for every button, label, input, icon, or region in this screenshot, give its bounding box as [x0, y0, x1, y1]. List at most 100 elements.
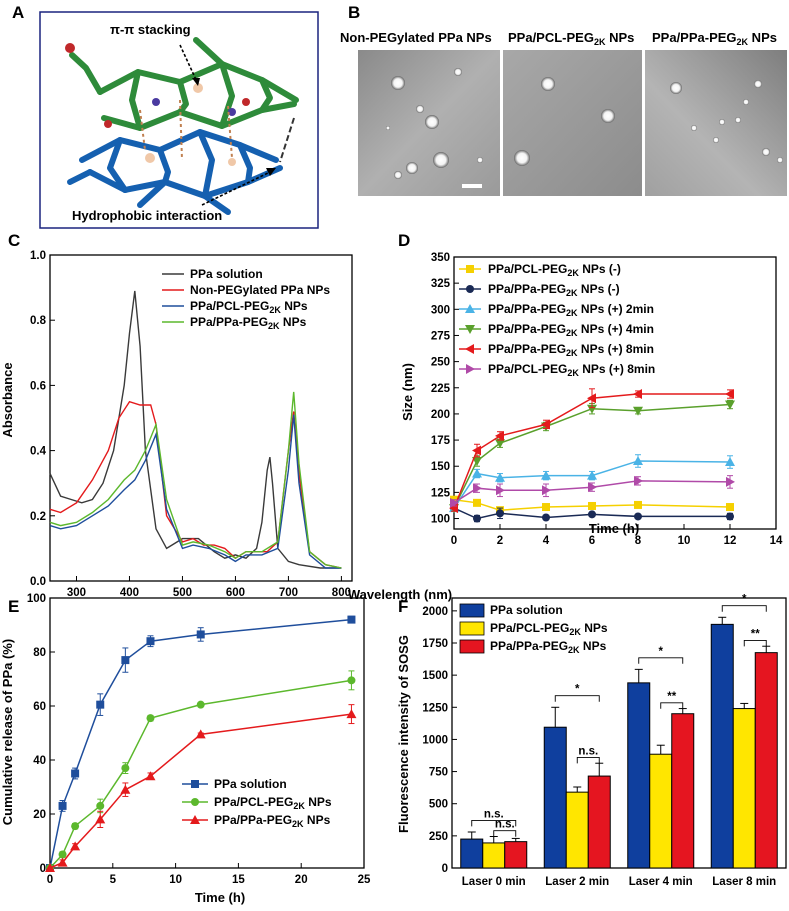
chart-d-point — [587, 404, 597, 414]
chart-f-ylabel: Fluorescence intensity of SOSG — [396, 635, 411, 833]
chart-d-xtick-label: 10 — [678, 535, 691, 547]
chart-e-point — [71, 822, 80, 831]
chart-d-ylabel: Size (nm) — [400, 363, 415, 421]
chart-c-xtick-label: 500 — [173, 587, 192, 599]
chart-d-point — [633, 406, 643, 416]
chart-f-ytick-label: 500 — [429, 799, 448, 811]
chart-e-ytick-label: 20 — [33, 809, 46, 821]
chart-d-point — [725, 400, 735, 410]
chart-f-significance-label: * — [575, 684, 580, 696]
chart-c-ylabel: Absorbance — [0, 362, 15, 437]
chart-f-category-label: Laser 0 min — [462, 876, 526, 888]
chart-d-legend-marker — [466, 364, 475, 374]
panel-letter-d: D — [398, 231, 410, 250]
chart-e-point — [346, 709, 357, 719]
chart-e-point — [120, 784, 131, 794]
chart-e-point — [195, 729, 206, 739]
chart-f-legend-swatch — [459, 621, 485, 636]
chart-d-ytick-label: 275 — [431, 330, 451, 342]
chart-d-ytick-label: 300 — [431, 304, 450, 316]
chart-f-legend-swatch — [459, 639, 485, 654]
chart-f-legend-label: PPa solution — [490, 603, 563, 617]
chart-d-ytick-label: 100 — [431, 514, 450, 526]
chart-f-bar — [627, 682, 651, 869]
chart-f-ytick-label: 1250 — [422, 702, 448, 714]
pi-stacking-label: π-π stacking — [110, 22, 191, 37]
chart-d-point — [633, 389, 642, 400]
chart-c-frame — [49, 254, 353, 582]
chart-e-frame — [49, 597, 365, 869]
chart-e-series-line — [49, 679, 352, 869]
chart-d-legend-label: PPa/PCL-PEG2K NPs (+) 8min — [488, 362, 655, 378]
chart-f-bar — [671, 713, 695, 869]
chart-d-xtick-label: 12 — [724, 535, 737, 547]
chart-d-ytick-label: 175 — [431, 435, 451, 447]
chart-e-legend-marker — [191, 780, 199, 788]
tem-title-3: PPa/PPa-PEG2K NPs — [652, 30, 777, 47]
chart-e-legend-label: PPa/PCL-PEG2K NPs — [214, 795, 332, 811]
chart-d-ytick-label: 250 — [431, 357, 450, 369]
chart-d-legend-marker — [466, 285, 474, 293]
chart-e-xtick-label: 10 — [169, 874, 182, 886]
panel-letter-e: E — [8, 597, 19, 616]
chart-d-point — [495, 439, 505, 449]
chart-c-series-line — [49, 290, 342, 569]
tem-image-3 — [645, 50, 787, 196]
tem-images: Non-PEGylated PPa NPs PPa/PCL-PEG2K NPs … — [340, 30, 787, 196]
tem-title-2: PPa/PCL-PEG2K NPs — [508, 30, 634, 47]
chart-d-point — [496, 485, 505, 496]
chart-d-point — [633, 456, 643, 465]
chart-c-series-line — [49, 414, 342, 569]
chart-f-ytick-label: 2000 — [422, 606, 448, 618]
chart-d-point — [588, 501, 596, 510]
chart-d-point — [725, 389, 734, 400]
chart-d-point — [473, 498, 481, 507]
chart-d-point — [726, 503, 734, 512]
chart-e-point — [145, 771, 156, 781]
chart-d-point — [542, 485, 551, 496]
chart-e-ytick-label: 60 — [33, 701, 46, 713]
chart-d-legend-label: PPa/PPa-PEG2K NPs (+) 2min — [488, 302, 654, 318]
chart-d-frame — [453, 256, 777, 530]
chart-d-point — [588, 482, 597, 493]
chart-f-ytick-label: 1500 — [422, 670, 448, 682]
chart-e-ytick-label: 0 — [40, 863, 46, 875]
chart-f-significance-bracket — [721, 605, 767, 612]
chart-d-point — [495, 430, 504, 441]
chart-e-point — [58, 850, 67, 859]
chart-d-point — [588, 510, 596, 519]
chart-d-ytick-label: 325 — [431, 278, 451, 290]
chart-e-point — [96, 700, 105, 709]
chart-f-legend-swatch — [459, 603, 485, 618]
chart-d-point — [472, 445, 481, 456]
chart-d-point — [541, 470, 551, 480]
chart-f-bar — [543, 726, 567, 869]
chart-d-point — [634, 475, 643, 486]
chart-f-bar — [710, 623, 734, 869]
chart-d-point — [472, 457, 482, 466]
chart-e-xlabel: Time (h) — [195, 890, 245, 905]
chart-e-ytick-label: 80 — [33, 647, 46, 659]
chart-c-xtick-label: 400 — [120, 587, 139, 599]
chart-f-significance-bracket — [638, 657, 684, 664]
chart-c-legend-label: Non-PEGylated PPa NPs — [190, 283, 330, 297]
chart-d-ytick-label: 225 — [431, 383, 451, 395]
chart-d-legend-label: PPa/PPa-PEG2K NPs (+) 4min — [488, 322, 654, 338]
tem-title-1: Non-PEGylated PPa NPs — [340, 30, 492, 45]
chart-c-ytick-label: 1.0 — [30, 250, 46, 262]
chart-d-legend-marker — [465, 344, 474, 354]
chart-f-significance-label: n.s. — [578, 745, 598, 757]
chart-c-series-line — [49, 400, 342, 569]
chart-e-ytick-label: 100 — [27, 593, 46, 605]
molecular-structure-illustration: π-π stacking Hydrophobic interaction — [39, 11, 319, 229]
chart-f-ytick-label: 750 — [429, 767, 448, 779]
chart-e-point — [45, 863, 55, 872]
chart-d-legend-label: PPa/PCL-PEG2K NPs (-) — [488, 262, 621, 278]
chart-f-significance-label: ** — [751, 628, 760, 640]
chart-c-series-line — [49, 391, 342, 569]
chart-f-significance-bracket — [743, 639, 767, 647]
chart-d-point — [726, 476, 735, 487]
chart-c-ytick-label: 0.0 — [30, 576, 46, 588]
chart-d-xtick-label: 14 — [770, 535, 783, 547]
chart-c-xtick-label: 700 — [279, 587, 298, 599]
